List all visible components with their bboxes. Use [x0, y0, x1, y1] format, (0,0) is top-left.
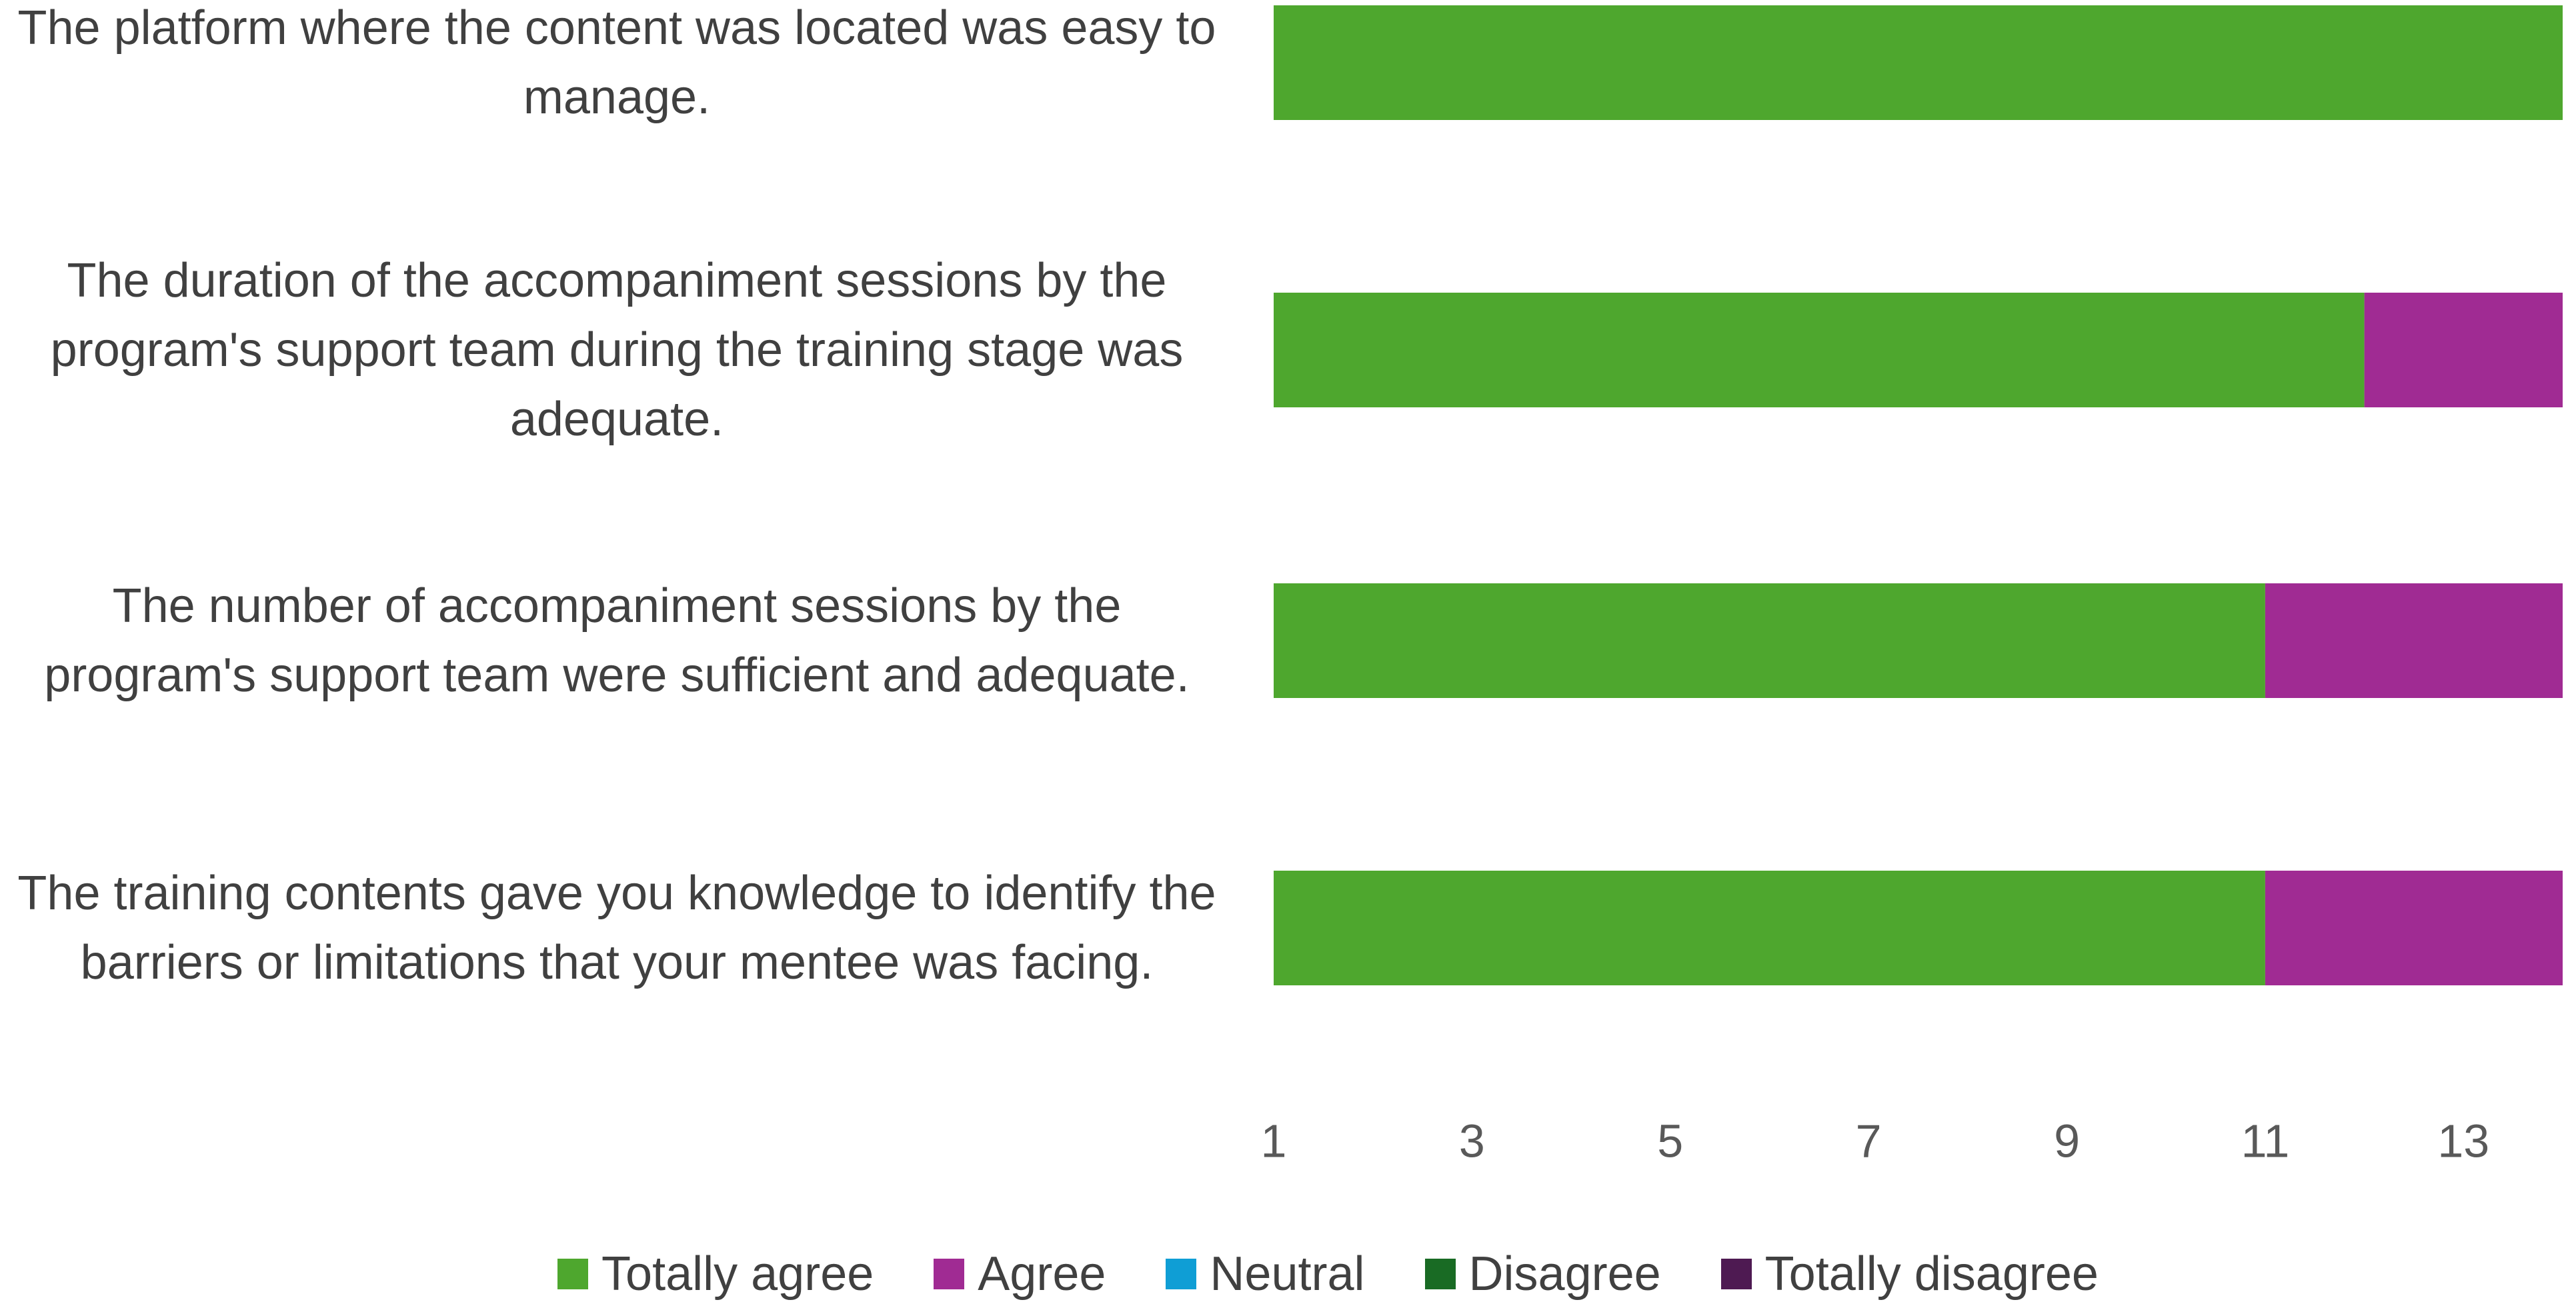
- legend-item: Totally agree: [557, 1247, 874, 1301]
- bar-segment: [2364, 293, 2563, 407]
- legend-label: Disagree: [1468, 1247, 1661, 1301]
- legend-swatch: [1424, 1259, 1456, 1289]
- legend-item: Totally disagree: [1720, 1247, 2099, 1301]
- x-tick-label: 1: [1261, 1115, 1287, 1167]
- bar-segment: [2265, 871, 2563, 985]
- legend: Totally agree Agree Neutral Disagree Totally…: [0, 1247, 2576, 1301]
- legend-label: Agree: [978, 1247, 1106, 1301]
- bar-segment: [2265, 583, 2563, 698]
- category-label: The training contents gave you knowledge…: [17, 867, 1216, 989]
- x-tick-label: 5: [1657, 1115, 1683, 1167]
- legend-swatch: [934, 1259, 965, 1289]
- legend-item: Disagree: [1424, 1247, 1661, 1301]
- bar-segment: [1274, 293, 2365, 407]
- x-tick-label: 7: [1856, 1115, 1882, 1167]
- legend-swatch: [1166, 1259, 1197, 1289]
- category-label: The number of accompaniment sessions by …: [44, 579, 1190, 702]
- category-label: The duration of the accompaniment sessio…: [50, 254, 1184, 446]
- bar-segment: [1274, 583, 2265, 698]
- legend-label: Totally agree: [601, 1247, 874, 1301]
- legend-item: Agree: [934, 1247, 1106, 1301]
- x-tick-label: 11: [2241, 1115, 2290, 1167]
- legend-swatch: [1720, 1259, 1752, 1289]
- legend-swatch: [557, 1259, 589, 1289]
- x-tick-label: 3: [1459, 1115, 1485, 1167]
- x-tick-label: 13: [2437, 1115, 2489, 1167]
- category-label: The platform where the content was locat…: [17, 1, 1216, 124]
- legend-label: Totally disagree: [1764, 1247, 2099, 1301]
- legend-label: Neutral: [1210, 1247, 1365, 1301]
- bar-segment: [1274, 5, 2563, 120]
- legend-item: Neutral: [1166, 1247, 1365, 1301]
- x-tick-label: 9: [2054, 1115, 2080, 1167]
- bar-segment: [1274, 871, 2265, 985]
